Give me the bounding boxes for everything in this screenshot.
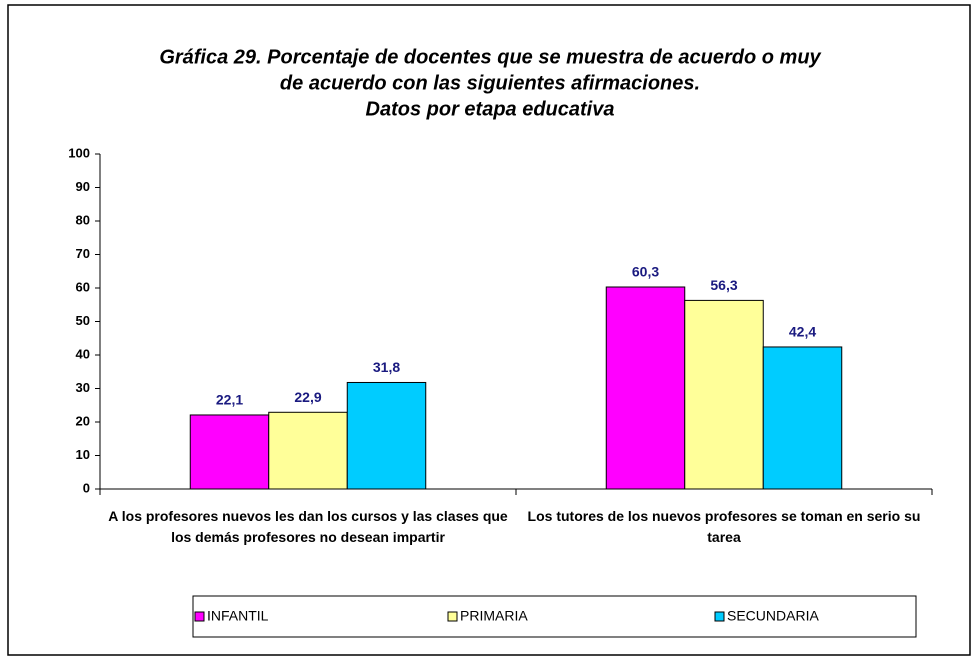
bar: [762, 346, 843, 490]
data-label: 31,8: [373, 359, 400, 375]
chart-title: Gráfica 29. Porcentaje de docentes que s…: [159, 46, 821, 68]
bar: [346, 381, 427, 490]
bar: [189, 414, 270, 490]
chart-title: de acuerdo con las siguientes afirmacion…: [280, 72, 700, 94]
y-tick-label: 50: [76, 313, 90, 328]
y-tick-label: 60: [76, 279, 90, 294]
legend-box: [192, 595, 917, 638]
x-tick-label: Los tutores de los nuevos profesores se …: [527, 508, 921, 545]
y-tick-label: 90: [76, 179, 90, 194]
data-label: 60,3: [632, 264, 659, 280]
y-tick-label: 30: [76, 380, 90, 395]
y-tick-label: 0: [83, 480, 90, 495]
data-label: 22,1: [216, 392, 243, 408]
y-tick-label: 20: [76, 413, 90, 428]
data-label: 56,3: [710, 277, 737, 293]
y-tick-label: 100: [68, 145, 90, 160]
y-tick-label: 70: [76, 246, 90, 261]
legend-label: PRIMARIA: [460, 608, 528, 624]
legend-swatch: [447, 611, 458, 622]
legend-swatch: [194, 611, 205, 622]
y-tick-label: 40: [76, 346, 90, 361]
bar: [605, 286, 686, 490]
chart-border: [7, 4, 971, 656]
data-label: 42,4: [789, 324, 816, 340]
y-tick-label: 10: [76, 447, 90, 462]
y-tick-label: 80: [76, 212, 90, 227]
bar: [684, 299, 764, 490]
chart-title: Datos por etapa educativa: [366, 98, 615, 120]
legend-label: SECUNDARIA: [727, 608, 819, 624]
x-tick-label: A los profesores nuevos les dan los curs…: [108, 508, 508, 545]
bar: [268, 411, 348, 490]
legend-swatch: [714, 611, 725, 622]
legend-label: INFANTIL: [207, 608, 269, 624]
data-label: 22,9: [294, 389, 321, 405]
